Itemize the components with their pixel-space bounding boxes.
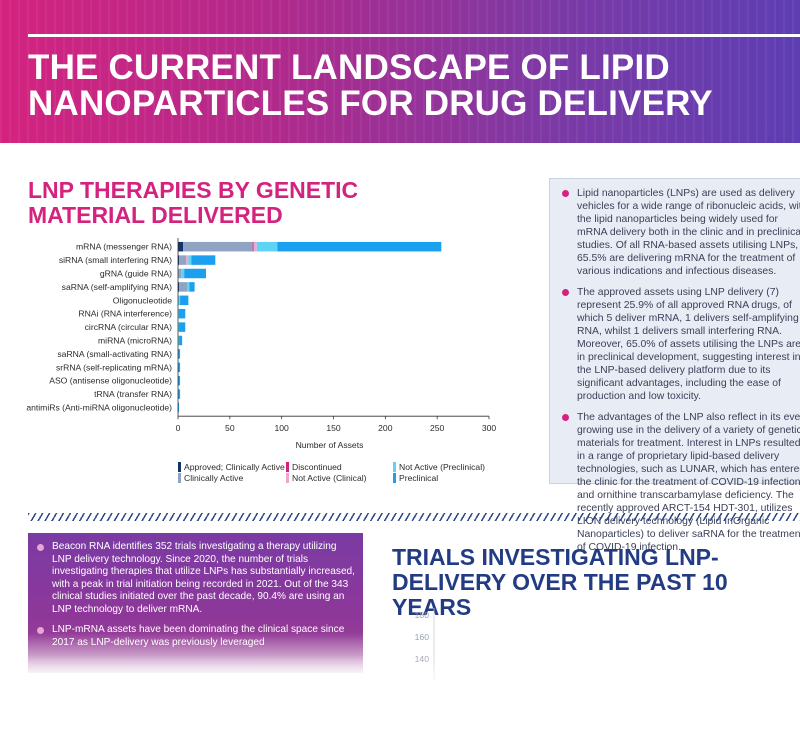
y-tick-label: gRNA (guide RNA): [100, 269, 172, 279]
bullet-item: The approved assets using LNP delivery (…: [550, 286, 800, 403]
bar-segment: [180, 295, 189, 306]
bullet-item: Lipid nanoparticles (LNPs) are used as d…: [550, 187, 800, 278]
legend-swatch: [393, 462, 396, 472]
bar-segment: [178, 362, 181, 373]
bar-segment: [256, 241, 278, 252]
y-tick-label: Oligonucleotide: [113, 295, 172, 305]
x-tick-label: 200: [378, 423, 393, 433]
y-tick-label: srRNA (self-replicating mRNA): [56, 362, 172, 372]
bar-segment: [184, 268, 206, 279]
bar-segment: [179, 255, 187, 265]
bullet-icon: [37, 544, 44, 551]
bar-segment: [189, 282, 195, 292]
bar-segment: [178, 322, 180, 332]
y-tick-label: RNAi (RNA interference): [78, 309, 172, 319]
y-tick-label: ASO (antisense oligonucleotide): [49, 376, 172, 386]
bullet-text: Beacon RNA identifies 352 trials investi…: [52, 541, 355, 615]
legend-swatch: [286, 473, 289, 483]
page-title: THE CURRENT LANDSCAPE OF LIPID NANOPARTI…: [28, 48, 713, 123]
x-tick-label: 250: [430, 423, 445, 433]
bottom-fade: [0, 655, 800, 730]
legend-item: Not Active (Preclinical): [393, 462, 485, 472]
bar-segment: [188, 255, 192, 265]
y-tick-label: antimiRs (Anti-miRNA oligonucleotide): [26, 403, 172, 413]
bullet-item: The advantages of the LNP also reflect i…: [550, 411, 800, 554]
bar-segment: [178, 241, 184, 252]
bar-segment: [186, 255, 189, 265]
bar-segment: [178, 282, 180, 292]
x-tick-label: 0: [176, 423, 181, 433]
legend-item: Not Active (Clinical): [286, 473, 367, 483]
page-header: THE CURRENT LANDSCAPE OF LIPID NANOPARTI…: [0, 0, 800, 143]
bar-segment: [178, 349, 181, 359]
x-tick-label: 50: [225, 423, 235, 433]
bullet-icon: [562, 190, 569, 197]
y-tick-label: siRNA (small interfering RNA): [59, 255, 172, 265]
legend-item: Discontinued: [286, 462, 342, 472]
bar-segment: [181, 268, 185, 279]
bar-segment: [178, 308, 180, 319]
x-tick-label: 300: [482, 423, 497, 433]
legend-label: Preclinical: [399, 473, 439, 483]
y-tick-label: mRNA (messenger RNA): [76, 242, 172, 252]
bar-segment: [252, 241, 254, 252]
bar-segment: [191, 255, 216, 265]
x-axis-title: Number of Assets: [296, 440, 364, 450]
bullet-text: The approved assets using LNP delivery (…: [577, 287, 800, 402]
y-tick-label: saRNA (small-activating RNA): [57, 349, 172, 359]
bar-segment: [183, 241, 253, 252]
legend-swatch: [178, 473, 181, 483]
bullet-icon: [37, 627, 44, 634]
legend-label: Clinically Active: [184, 473, 244, 483]
x-tick-label: 100: [274, 423, 289, 433]
header-texture: [0, 0, 800, 143]
trials-y-tick-label: 180: [415, 610, 430, 620]
legend-label: Approved; Clinically Active: [184, 462, 285, 472]
y-tick-label: circRNA (circular RNA): [85, 322, 173, 332]
bar-segment: [178, 402, 180, 413]
legend-swatch: [393, 473, 396, 483]
section-divider: [28, 513, 800, 521]
legend-label: Not Active (Clinical): [292, 473, 367, 483]
y-tick-label: saRNA (self-amplifying RNA): [62, 282, 172, 292]
trials-y-tick-label: 160: [415, 632, 430, 642]
legend-item: Approved; Clinically Active: [178, 462, 285, 472]
bullet-icon: [562, 414, 569, 421]
legend-swatch: [178, 462, 181, 472]
trials-title: TRIALS INVESTIGATING LNP-DELIVERY OVER T…: [392, 544, 728, 620]
header-rule: [28, 34, 800, 37]
bar-segment: [187, 282, 190, 292]
bar-segment: [178, 268, 182, 279]
info-box: Lipid nanoparticles (LNPs) are used as d…: [549, 178, 800, 553]
legend-label: Discontinued: [292, 462, 342, 472]
y-tick-label: miRNA (microRNA): [98, 336, 172, 346]
y-tick-label: tRNA (transfer RNA): [94, 389, 172, 399]
bar-segment: [179, 335, 183, 346]
bar-segment: [253, 241, 257, 252]
bar-segment: [277, 241, 442, 252]
legend-swatch: [286, 462, 289, 472]
bar-segment: [178, 255, 180, 265]
bar-segment: [178, 295, 181, 306]
bar-segment: [178, 389, 181, 399]
bullet-item: Beacon RNA identifies 352 trials investi…: [28, 541, 363, 616]
bar-segment: [179, 282, 188, 292]
lnp-therapies-title: LNP THERAPIES BY GENETIC MATERIAL DELIVE…: [28, 177, 359, 228]
trials-summary-box: Beacon RNA identifies 352 trials investi…: [28, 533, 363, 673]
legend-label: Not Active (Preclinical): [399, 462, 485, 472]
legend-item: Preclinical: [393, 473, 438, 483]
bar-segment: [179, 308, 186, 319]
bullet-icon: [562, 289, 569, 296]
lnp-bar-chart: mRNA (messenger RNA) siRNA (small interfe…: [26, 238, 497, 450]
x-tick-label: 150: [326, 423, 341, 433]
bullet-text: Lipid nanoparticles (LNPs) are used as d…: [577, 188, 800, 277]
legend-item: Clinically Active: [178, 473, 243, 483]
bullet-text: The advantages of the LNP also reflect i…: [577, 412, 800, 553]
bar-segment: [178, 335, 180, 346]
bar-segment: [179, 322, 186, 332]
chart-legend: Approved; Clinically Active Clinically Ac…: [178, 462, 498, 486]
bar-segment: [178, 375, 181, 386]
info-bullet-list: Lipid nanoparticles (LNPs) are used as d…: [550, 187, 800, 554]
